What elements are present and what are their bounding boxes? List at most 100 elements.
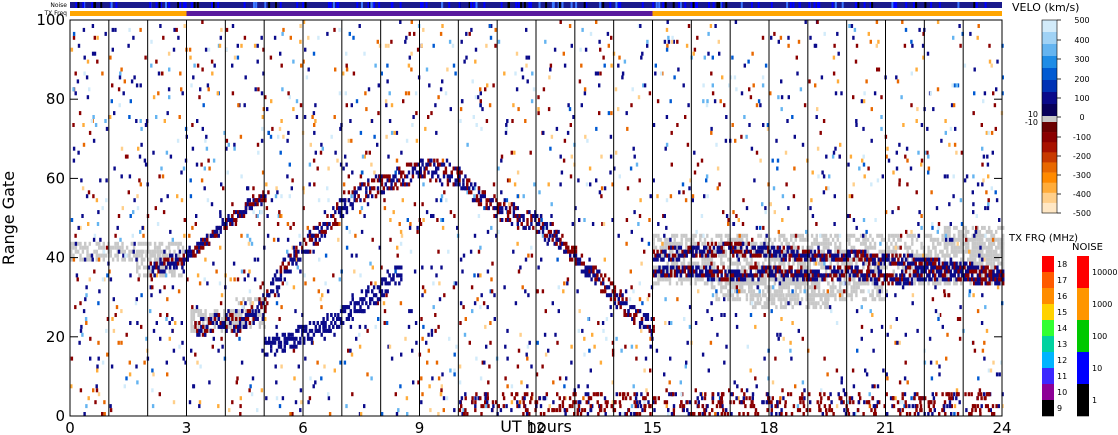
ground-scatter-cell — [999, 249, 1003, 254]
ground-scatter-cell — [142, 249, 145, 254]
echo-cell — [592, 392, 596, 397]
ground-scatter-cell — [199, 313, 203, 317]
echo-cell — [411, 348, 414, 353]
echo-cell — [541, 364, 544, 369]
echo-cell — [95, 388, 99, 393]
ground-scatter-cell — [745, 269, 749, 274]
echo-cell — [920, 123, 924, 127]
echo-cell — [618, 412, 622, 416]
echo-cell — [777, 229, 780, 234]
echo-cell — [576, 289, 579, 294]
ground-scatter-cell — [848, 233, 851, 238]
echo-cell — [696, 35, 699, 40]
ground-scatter-cell — [138, 265, 141, 270]
echo-cell — [635, 162, 639, 167]
echo-cell — [137, 146, 140, 151]
ground-scatter-cell — [116, 241, 119, 246]
echo-cell — [811, 214, 815, 218]
ground-scatter-cell — [801, 245, 804, 250]
ground-scatter-cell — [866, 281, 870, 286]
ground-scatter-cell — [927, 245, 930, 250]
echo-cell — [486, 305, 489, 310]
noise-strip-cell — [337, 2, 340, 8]
echo-cell — [295, 115, 299, 119]
noise-strip-cell — [551, 2, 554, 8]
ground-scatter-cell — [160, 241, 164, 246]
echo-cell — [880, 126, 883, 131]
ground-scatter-cell — [850, 293, 853, 298]
echo-cell — [717, 39, 720, 44]
echo-cell — [303, 237, 306, 242]
echo-cell — [863, 174, 866, 179]
echo-cell — [135, 257, 138, 262]
ground-scatter-cell — [235, 297, 238, 302]
ground-scatter-cell — [233, 317, 236, 321]
ground-scatter-cell — [953, 241, 956, 246]
ground-scatter-cell — [927, 281, 930, 286]
ground-scatter-cell — [894, 249, 898, 254]
echo-cell — [520, 380, 523, 385]
echo-cell — [480, 404, 483, 409]
echo-cell — [432, 43, 435, 48]
ground-scatter-cell — [77, 249, 80, 254]
echo-cell — [631, 87, 634, 92]
ground-scatter-cell — [866, 249, 870, 254]
echo-cell — [523, 392, 527, 397]
echo-cell — [740, 91, 744, 96]
echo-cell — [135, 297, 138, 302]
echo-cell — [312, 277, 316, 282]
echo-cell — [421, 285, 425, 290]
echo-cell — [252, 186, 255, 191]
echo-cell — [189, 194, 193, 199]
ground-scatter-cell — [88, 257, 91, 262]
ground-scatter-cell — [871, 281, 874, 286]
echo-cell — [580, 103, 583, 108]
ground-scatter-cell — [848, 281, 851, 286]
echo-cell — [204, 328, 207, 333]
echo-cell — [646, 43, 649, 48]
echo-cell — [176, 138, 180, 143]
ground-scatter-cell — [822, 249, 825, 254]
echo-cell — [166, 194, 169, 199]
echo-cell — [688, 186, 691, 191]
echo-cell — [320, 229, 323, 234]
echo-cell — [440, 218, 443, 222]
echo-cell — [771, 396, 774, 401]
noise-strip-cell — [356, 2, 359, 8]
echo-cell — [94, 123, 98, 127]
echo-cell — [262, 301, 265, 306]
echo-cell — [271, 277, 275, 282]
ground-scatter-cell — [752, 249, 756, 254]
echo-cell — [490, 277, 493, 282]
echo-cell — [412, 380, 415, 385]
ground-scatter-cell — [752, 241, 756, 246]
echo-cell — [236, 43, 239, 48]
ground-scatter-cell — [799, 237, 802, 242]
echo-cell — [878, 289, 881, 294]
echo-cell — [252, 321, 255, 325]
noise-strip-cell — [155, 2, 158, 8]
echo-cell — [81, 186, 85, 191]
echo-cell — [261, 317, 265, 321]
ground-scatter-cell — [943, 225, 947, 230]
ground-scatter-cell — [869, 241, 872, 246]
echo-cell — [954, 126, 957, 131]
ground-scatter-cell — [72, 253, 75, 258]
echo-cell — [349, 119, 352, 123]
ground-scatter-cell — [778, 257, 781, 262]
echo-cell — [706, 194, 709, 199]
ground-scatter-cell — [859, 289, 863, 294]
ground-scatter-cell — [671, 241, 674, 246]
echo-cell — [862, 154, 865, 159]
echo-cell — [203, 277, 206, 282]
ground-scatter-cell — [883, 237, 886, 242]
echo-cell — [522, 400, 525, 405]
echo-cell — [333, 27, 336, 32]
echo-cell — [395, 412, 399, 416]
echo-cell — [764, 63, 768, 68]
echo-cell — [264, 95, 267, 100]
ground-scatter-cell — [172, 257, 175, 262]
echo-cell — [776, 400, 779, 405]
ground-scatter-cell — [779, 305, 783, 310]
